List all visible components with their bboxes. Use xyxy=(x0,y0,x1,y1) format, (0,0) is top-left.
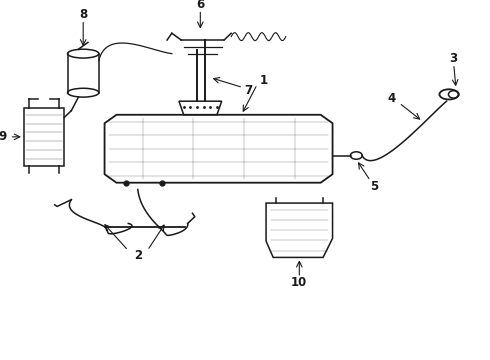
Text: 3: 3 xyxy=(450,52,458,65)
Text: 5: 5 xyxy=(370,180,378,193)
Text: 8: 8 xyxy=(79,8,87,21)
Text: 7: 7 xyxy=(244,85,252,98)
Text: 10: 10 xyxy=(291,276,307,289)
Text: 6: 6 xyxy=(196,0,204,11)
Text: 4: 4 xyxy=(388,92,396,105)
Text: 9: 9 xyxy=(0,130,6,143)
Text: 2: 2 xyxy=(134,249,142,262)
Text: 1: 1 xyxy=(260,74,268,87)
